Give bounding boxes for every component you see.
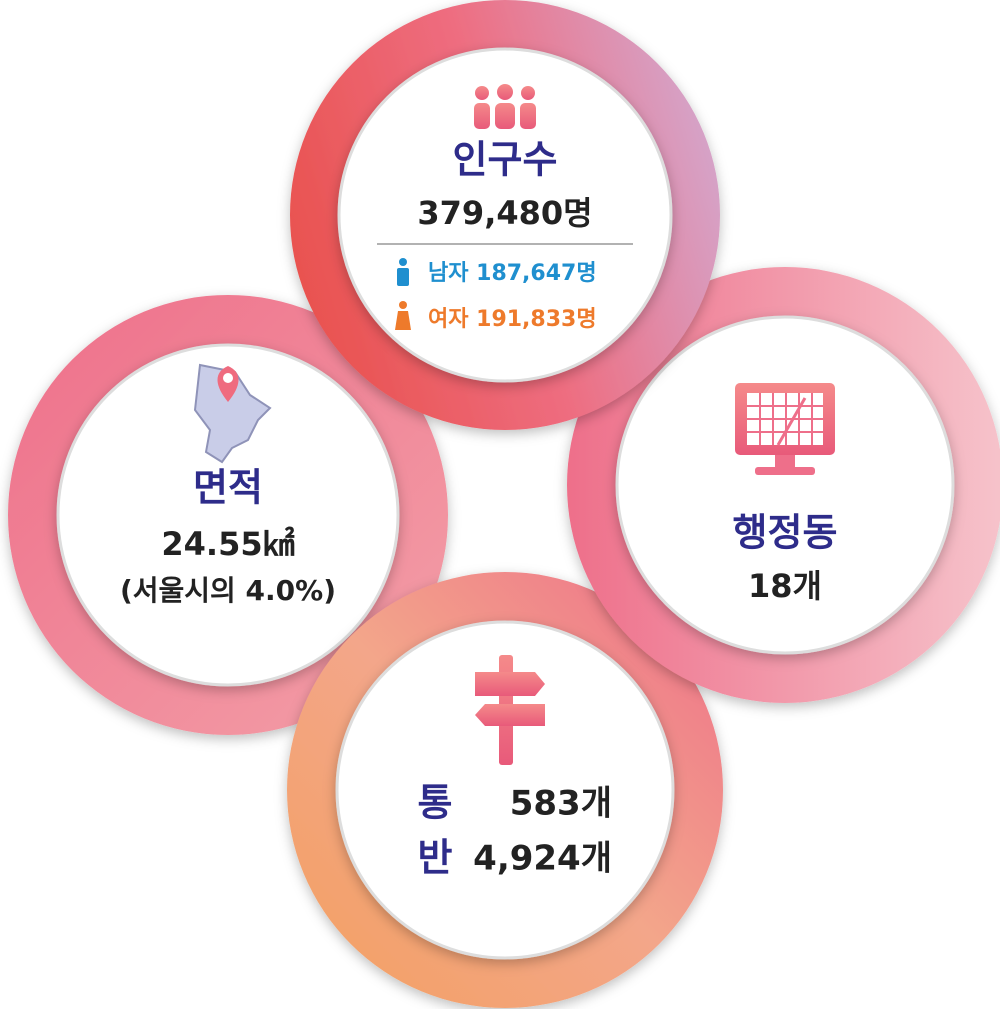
pin-icon bbox=[217, 366, 239, 402]
monitor-icon bbox=[735, 383, 835, 475]
population-circle: 인구수 379,480명 남자 187,647명 여자 191,833명 bbox=[290, 0, 720, 430]
signpost-icon bbox=[475, 655, 545, 765]
inner-circle bbox=[56, 343, 400, 687]
area-circle: 면적 24.55㎢ (서울시의 4.0%) bbox=[8, 295, 448, 735]
inner-circle bbox=[335, 620, 675, 960]
people-icon bbox=[474, 84, 536, 129]
tongban-circle: 통 583개 반 4,924개 bbox=[287, 572, 723, 1008]
area-value: 24.55㎢ bbox=[161, 525, 294, 563]
area-title: 면적 bbox=[193, 466, 263, 510]
dong-value: 18개 bbox=[748, 567, 822, 605]
male-count: 남자 187,647명 bbox=[428, 261, 597, 286]
area-note: (서울시의 4.0%) bbox=[120, 574, 336, 607]
dong-title: 행정동 bbox=[733, 511, 838, 555]
female-count: 여자 191,833명 bbox=[428, 307, 597, 332]
inner-circle bbox=[615, 315, 955, 655]
population-title: 인구수 bbox=[453, 138, 558, 182]
male-icon bbox=[397, 258, 409, 286]
ban-label: 반 bbox=[418, 836, 453, 880]
population-total: 379,480명 bbox=[417, 194, 592, 232]
pin-dot bbox=[223, 373, 233, 383]
map-icon bbox=[193, 363, 272, 464]
dong-circle: 행정동 18개 bbox=[567, 267, 1000, 703]
tong-label: 통 bbox=[418, 781, 453, 825]
inner-circle bbox=[337, 47, 673, 383]
female-icon bbox=[395, 301, 411, 330]
tong-value: 583개 bbox=[510, 784, 612, 824]
ban-value: 4,924개 bbox=[473, 839, 612, 879]
